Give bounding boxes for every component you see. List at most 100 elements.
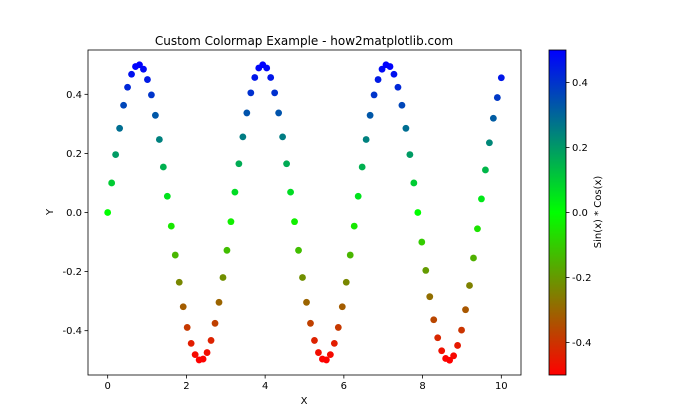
data-point <box>334 324 342 331</box>
x-axis-label: X <box>301 396 308 407</box>
data-point <box>342 278 350 286</box>
data-point <box>211 319 219 327</box>
y-tick-label: -0.4 <box>62 326 82 337</box>
colorbar-tick-label: 0.4 <box>572 78 588 89</box>
data-point <box>438 347 446 355</box>
data-point <box>227 218 235 226</box>
data-point <box>243 109 251 117</box>
data-point <box>474 225 481 233</box>
data-point <box>418 238 426 246</box>
data-point <box>140 65 147 73</box>
chart-title: Custom Colormap Example - how2matplotlib… <box>155 34 453 48</box>
y-tick-label: 0.4 <box>66 90 82 101</box>
y-tick-label: 0.2 <box>66 149 82 160</box>
data-point <box>422 267 430 274</box>
data-point <box>299 274 306 281</box>
data-point <box>167 222 175 230</box>
y-axis-label: Y <box>45 208 56 216</box>
data-point <box>104 209 112 216</box>
x-tick-label: 10 <box>495 381 508 392</box>
data-point <box>478 195 485 203</box>
colorbar-tick-label: 0.0 <box>572 208 588 219</box>
x-axis-ticks: 0 2 4 6 8 10 <box>104 375 508 392</box>
data-point <box>171 251 179 259</box>
data-point <box>199 355 207 363</box>
y-tick-label: -0.2 <box>62 267 82 278</box>
y-tick-label: 0.0 <box>66 208 82 219</box>
data-point <box>378 65 386 73</box>
colorbar-label: Sin(x) * Cos(x) <box>593 176 604 249</box>
x-tick-label: 0 <box>104 381 110 392</box>
data-point <box>470 254 477 262</box>
data-point <box>426 293 434 301</box>
data-point <box>326 351 334 359</box>
data-point <box>366 111 374 119</box>
data-point <box>454 342 461 349</box>
data-point <box>390 70 398 78</box>
colorbar-tick-label: -0.2 <box>572 273 592 284</box>
data-point <box>350 222 358 230</box>
data-point <box>203 349 211 356</box>
x-tick-label: 6 <box>341 381 347 392</box>
data-point <box>485 139 493 147</box>
data-point <box>108 179 116 187</box>
data-point <box>402 124 410 132</box>
data-point <box>271 89 279 97</box>
data-point <box>466 282 473 289</box>
data-point <box>267 74 275 81</box>
data-point <box>386 63 394 70</box>
data-point <box>330 339 338 347</box>
data-point <box>291 218 298 226</box>
data-point <box>315 349 322 356</box>
data-point <box>263 64 271 72</box>
data-point <box>462 306 469 314</box>
data-point <box>223 246 231 254</box>
data-point <box>179 303 187 311</box>
x-tick-label: 2 <box>183 381 189 392</box>
data-point <box>148 91 155 99</box>
data-point <box>374 76 382 83</box>
data-point <box>497 74 505 82</box>
data-point <box>410 179 418 187</box>
data-point <box>136 61 143 69</box>
data-point <box>446 356 454 364</box>
data-point <box>112 151 120 158</box>
data-point <box>187 339 195 347</box>
data-point <box>287 188 294 196</box>
colorbar <box>548 49 567 376</box>
data-point <box>144 76 151 83</box>
data-point <box>120 101 127 109</box>
data-point <box>251 74 259 81</box>
data-point <box>311 337 318 344</box>
data-point <box>307 319 314 327</box>
data-point <box>191 351 199 359</box>
plot-area <box>88 50 521 375</box>
y-axis-ticks: -0.4 -0.2 0.0 0.2 0.4 <box>62 90 88 337</box>
scatter-points <box>104 61 505 364</box>
data-point <box>128 70 135 78</box>
colorbar-tick-label: -0.4 <box>572 338 592 349</box>
data-point <box>434 334 442 342</box>
data-point <box>322 356 330 364</box>
data-point <box>247 89 255 97</box>
data-point <box>394 83 402 91</box>
data-point <box>124 83 131 91</box>
data-point <box>346 251 354 259</box>
data-point <box>414 209 422 216</box>
data-point <box>482 166 489 174</box>
data-point <box>239 133 247 141</box>
data-point <box>303 298 310 306</box>
data-point <box>358 163 366 171</box>
data-point <box>163 192 171 200</box>
data-point <box>430 316 438 324</box>
data-point <box>362 136 370 143</box>
data-point <box>354 192 362 200</box>
data-point <box>450 352 458 360</box>
data-point <box>295 246 302 254</box>
data-point <box>406 151 414 158</box>
data-point <box>493 94 501 101</box>
x-tick-label: 8 <box>419 381 425 392</box>
data-point <box>215 298 223 306</box>
